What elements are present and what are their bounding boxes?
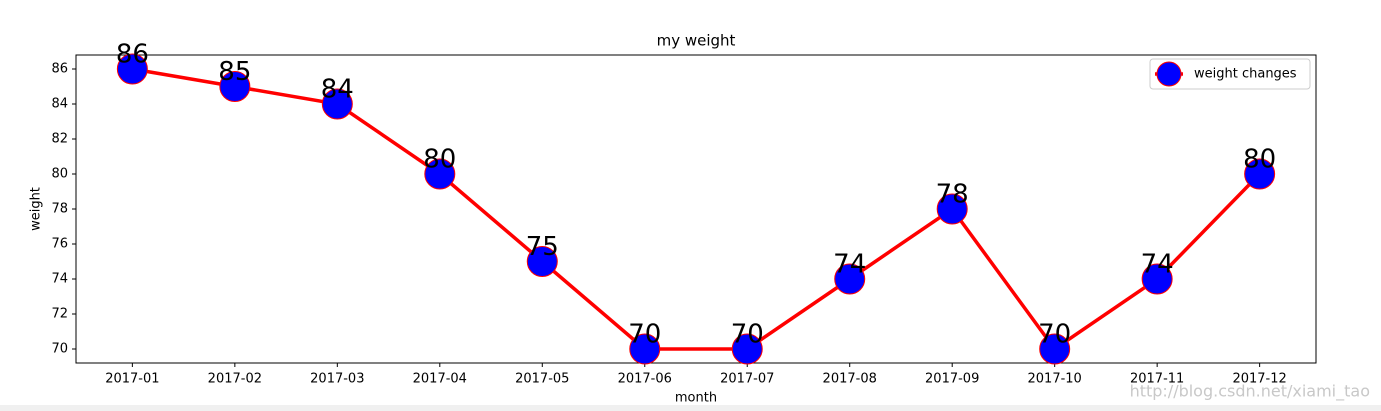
marker — [1244, 158, 1276, 190]
y-tick-label: 86 — [51, 62, 68, 77]
marker — [834, 263, 866, 295]
marker — [936, 193, 968, 225]
y-axis-label: weight — [29, 187, 44, 231]
marker — [526, 246, 558, 277]
x-tick-label: 2017-10 — [1028, 372, 1082, 387]
y-tick-label: 82 — [51, 132, 68, 147]
x-tick-label: 2017-01 — [105, 372, 159, 387]
data-label: 70 — [731, 320, 764, 350]
data-label: 74 — [833, 250, 866, 280]
legend-box — [1149, 58, 1311, 90]
y-tick-label: 76 — [51, 237, 68, 252]
data-label: 85 — [218, 57, 251, 87]
x-tick-label: 2017-06 — [618, 372, 672, 387]
marker — [424, 158, 456, 190]
data-label: 75 — [526, 232, 559, 262]
legend-marker — [1156, 61, 1182, 87]
y-tick-label: 72 — [51, 307, 68, 322]
x-tick-label: 2017-12 — [1232, 372, 1286, 387]
marker — [629, 333, 661, 365]
x-tick-label: 2017-05 — [515, 372, 569, 387]
y-tick-label: 70 — [51, 342, 68, 357]
y-tick-label: 80 — [51, 167, 68, 182]
data-label: 70 — [1038, 320, 1071, 350]
data-label: 86 — [116, 40, 149, 70]
y-tick-label: 78 — [51, 202, 68, 217]
x-tick-label: 2017-04 — [413, 372, 467, 387]
marker — [1141, 263, 1173, 295]
data-label: 74 — [1141, 250, 1174, 280]
watermark: http://blog.csdn.net/xiami_tao — [1130, 382, 1370, 402]
x-tick-label: 2017-07 — [720, 372, 774, 387]
bottom-strip — [0, 405, 1381, 411]
chart-title: my weight — [657, 32, 736, 50]
x-tick-label: 2017-02 — [208, 372, 262, 387]
series-line — [132, 67, 1261, 352]
data-label: 80 — [423, 145, 456, 175]
plot-area — [75, 54, 1317, 364]
x-tick-label: 2017-08 — [823, 372, 877, 387]
marker — [1039, 333, 1071, 365]
y-tick-label: 74 — [51, 272, 68, 287]
x-tick-label: 2017-11 — [1130, 372, 1184, 387]
data-label: 70 — [628, 320, 661, 350]
data-label: 84 — [321, 75, 354, 105]
marker — [116, 53, 148, 85]
legend-label: weight changes — [1194, 67, 1297, 82]
x-tick-label: 2017-09 — [925, 372, 979, 387]
y-tick-label: 84 — [51, 97, 68, 112]
marker — [219, 71, 251, 102]
x-axis-label: month — [675, 391, 717, 406]
x-tick-label: 2017-03 — [310, 372, 364, 387]
data-label: 78 — [936, 180, 969, 210]
marker — [731, 333, 763, 365]
data-label: 80 — [1243, 145, 1276, 175]
marker — [321, 88, 353, 120]
